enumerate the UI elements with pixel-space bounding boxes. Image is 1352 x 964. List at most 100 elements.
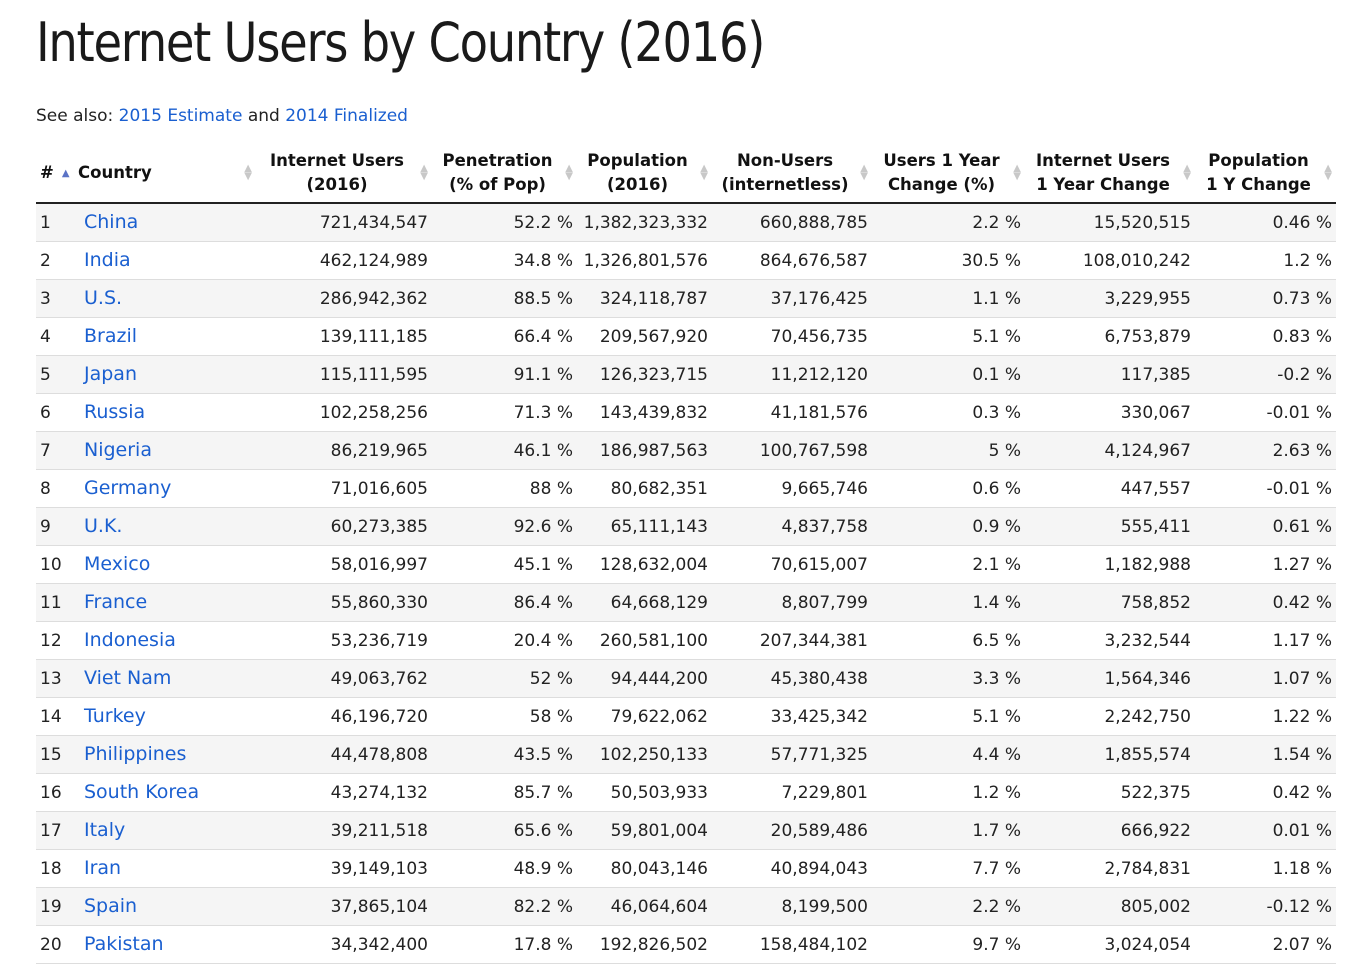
country-link[interactable]: Japan	[84, 363, 137, 385]
cell-country: Turkey	[74, 697, 256, 736]
header-penetration[interactable]: Penetration (% of Pop) ▲ ▼	[432, 144, 577, 204]
cell-users-change: 805,002	[1025, 887, 1195, 926]
cell-internet-users: 55,860,330	[256, 583, 432, 622]
cell-non-users: 57,771,325	[712, 735, 872, 774]
sort-icon[interactable]: ▲ ▼	[860, 163, 868, 182]
cell-rank: 15	[36, 735, 74, 774]
cell-country: Brazil	[74, 317, 256, 356]
header-label-line1: Population	[587, 151, 688, 170]
cell-non-users: 8,807,799	[712, 583, 872, 622]
header-label-line2: 1 Y Change	[1206, 175, 1311, 194]
cell-non-users: 70,615,007	[712, 545, 872, 584]
header-users-change-pct[interactable]: Users 1 Year Change (%) ▲ ▼	[872, 144, 1025, 204]
cell-population-change: 0.73 %	[1195, 279, 1336, 318]
cell-internet-users: 58,016,997	[256, 545, 432, 584]
header-label-line1: Internet Users	[1035, 151, 1171, 170]
cell-population: 79,622,062	[577, 697, 712, 736]
cell-penetration: 48.9 %	[432, 849, 577, 888]
country-link[interactable]: South Korea	[84, 781, 200, 803]
sort-icon[interactable]: ▲ ▼	[1183, 163, 1191, 182]
country-link[interactable]: Philippines	[84, 743, 187, 765]
country-link[interactable]: Russia	[84, 401, 146, 423]
country-link[interactable]: France	[84, 591, 148, 613]
cell-internet-users: 721,434,547	[256, 203, 432, 242]
cell-users-change: 4,124,967	[1025, 431, 1195, 470]
table-row: 6 Russia 102,258,256 71.3 % 143,439,832 41,18…	[36, 393, 1336, 432]
header-country[interactable]: Country ▲ ▼	[74, 144, 256, 204]
cell-country: Nigeria	[74, 431, 256, 470]
cell-rank: 20	[36, 925, 74, 964]
sort-icon[interactable]: ▲ ▼	[700, 163, 708, 182]
country-link[interactable]: Spain	[84, 895, 138, 917]
cell-internet-users: 462,124,989	[256, 241, 432, 280]
cell-population: 50,503,933	[577, 773, 712, 812]
cell-users-change: 1,182,988	[1025, 545, 1195, 584]
cell-rank: 17	[36, 811, 74, 850]
header-non-users[interactable]: Non-Users (internetless) ▲ ▼	[712, 144, 872, 204]
cell-non-users: 41,181,576	[712, 393, 872, 432]
sort-icon[interactable]: ▲ ▼	[1013, 163, 1021, 182]
cell-population: 128,632,004	[577, 545, 712, 584]
country-link[interactable]: China	[84, 211, 139, 233]
country-link[interactable]: India	[84, 249, 131, 271]
cell-users-change: 1,855,574	[1025, 735, 1195, 774]
header-users-change[interactable]: Internet Users 1 Year Change ▲ ▼	[1025, 144, 1195, 204]
country-link[interactable]: Nigeria	[84, 439, 152, 461]
cell-internet-users: 46,196,720	[256, 697, 432, 736]
cell-rank: 2	[36, 241, 74, 280]
cell-country: U.K.	[74, 507, 256, 546]
cell-users-change-pct: 2.2 %	[872, 887, 1025, 926]
country-link[interactable]: Viet Nam	[84, 667, 172, 689]
cell-users-change: 3,024,054	[1025, 925, 1195, 964]
country-link[interactable]: Mexico	[84, 553, 151, 575]
cell-country: India	[74, 241, 256, 280]
header-population-change[interactable]: Population 1 Y Change ▲ ▼	[1195, 144, 1336, 204]
cell-penetration: 86.4 %	[432, 583, 577, 622]
cell-penetration: 58 %	[432, 697, 577, 736]
sort-icon[interactable]: ▲ ▼	[420, 163, 428, 182]
cell-rank: 1	[36, 203, 74, 242]
country-link[interactable]: Pakistan	[84, 933, 164, 955]
table-row: 7 Nigeria 86,219,965 46.1 % 186,987,563 100,7…	[36, 431, 1336, 470]
cell-country: Japan	[74, 355, 256, 394]
country-link[interactable]: Italy	[84, 819, 126, 841]
cell-users-change-pct: 5 %	[872, 431, 1025, 470]
country-link[interactable]: U.K.	[84, 515, 123, 537]
table-row: 13 Viet Nam 49,063,762 52 % 94,444,200 45,380…	[36, 659, 1336, 698]
cell-users-change: 758,852	[1025, 583, 1195, 622]
cell-users-change-pct: 7.7 %	[872, 849, 1025, 888]
cell-penetration: 92.6 %	[432, 507, 577, 546]
header-population[interactable]: Population (2016) ▲ ▼	[577, 144, 712, 204]
table-row: 5 Japan 115,111,595 91.1 % 126,323,715 11,212…	[36, 355, 1336, 394]
cell-population-change: -0.12 %	[1195, 887, 1336, 926]
cell-rank: 13	[36, 659, 74, 698]
header-label-line2: Change (%)	[887, 175, 996, 194]
country-link[interactable]: Iran	[84, 857, 122, 879]
sort-icon[interactable]: ▲ ▼	[1324, 163, 1332, 182]
country-link[interactable]: Indonesia	[84, 629, 176, 651]
cell-rank: 8	[36, 469, 74, 508]
cell-users-change-pct: 1.2 %	[872, 773, 1025, 812]
link-2015-estimate[interactable]: 2015 Estimate	[118, 106, 243, 126]
country-link[interactable]: Brazil	[84, 325, 138, 347]
cell-internet-users: 115,111,595	[256, 355, 432, 394]
sort-icon[interactable]: ▲ ▼	[244, 163, 252, 182]
cell-users-change-pct: 9.7 %	[872, 925, 1025, 964]
cell-non-users: 7,229,801	[712, 773, 872, 812]
cell-population: 59,801,004	[577, 811, 712, 850]
header-rank[interactable]: # ▲	[36, 144, 74, 204]
cell-users-change: 666,922	[1025, 811, 1195, 850]
cell-population: 80,043,146	[577, 849, 712, 888]
cell-country: France	[74, 583, 256, 622]
country-link[interactable]: Turkey	[84, 705, 146, 727]
country-link[interactable]: U.S.	[84, 287, 123, 309]
table-row: 20 Pakistan 34,342,400 17.8 % 192,826,502 158…	[36, 925, 1336, 964]
cell-internet-users: 34,342,400	[256, 925, 432, 964]
country-link[interactable]: Germany	[84, 477, 172, 499]
cell-population-change: 2.63 %	[1195, 431, 1336, 470]
sort-icon[interactable]: ▲ ▼	[565, 163, 573, 182]
sort-ascending-icon[interactable]: ▲	[61, 167, 70, 179]
cell-penetration: 52 %	[432, 659, 577, 698]
header-internet-users[interactable]: Internet Users (2016) ▲ ▼	[256, 144, 432, 204]
link-2014-finalized[interactable]: 2014 Finalized	[285, 106, 408, 126]
